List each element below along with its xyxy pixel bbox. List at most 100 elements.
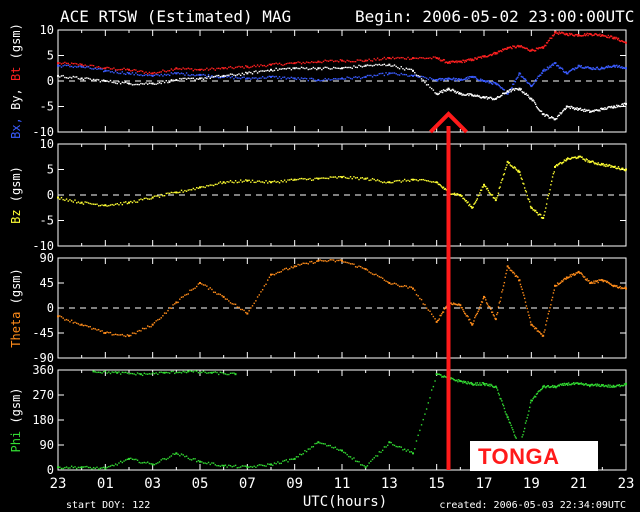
trace-point bbox=[91, 64, 93, 67]
trace-point bbox=[524, 93, 527, 96]
trace-point bbox=[146, 74, 149, 77]
trace-point bbox=[167, 81, 169, 84]
trace-point bbox=[624, 286, 626, 288]
trace-point bbox=[243, 180, 245, 182]
trace-point bbox=[403, 448, 406, 450]
trace-point bbox=[295, 265, 298, 268]
trace-point bbox=[370, 64, 372, 67]
trace-point bbox=[434, 56, 436, 58]
trace-point bbox=[150, 82, 152, 85]
trace-point bbox=[473, 320, 475, 322]
trace-point bbox=[304, 67, 306, 70]
trace-point bbox=[141, 327, 144, 330]
trace-point bbox=[327, 260, 330, 262]
trace-point bbox=[605, 108, 607, 110]
data-point bbox=[542, 216, 545, 219]
data-point bbox=[270, 63, 272, 66]
data-point bbox=[104, 332, 107, 334]
trace-point bbox=[351, 60, 353, 63]
data-point bbox=[92, 370, 95, 373]
trace-point bbox=[557, 65, 560, 67]
trace-point bbox=[410, 58, 413, 60]
trace-point bbox=[600, 278, 603, 281]
trace-point bbox=[602, 280, 604, 283]
trace-point bbox=[529, 321, 532, 323]
trace-point bbox=[463, 78, 466, 81]
trace-point bbox=[569, 158, 572, 160]
trace-point bbox=[202, 69, 205, 71]
trace-point bbox=[130, 334, 132, 337]
trace-point bbox=[493, 51, 495, 54]
trace-point bbox=[334, 67, 337, 69]
trace-point bbox=[572, 157, 574, 159]
trace-point bbox=[150, 198, 152, 200]
trace-point bbox=[322, 260, 325, 262]
data-point bbox=[506, 46, 509, 49]
trace-point bbox=[108, 204, 110, 207]
y-axis-label-part: Bx, bbox=[9, 117, 23, 139]
trace-point bbox=[359, 65, 362, 67]
trace-point bbox=[427, 309, 430, 311]
trace-point bbox=[414, 74, 416, 76]
trace-point bbox=[623, 102, 626, 105]
trace-point bbox=[251, 466, 254, 468]
trace-point bbox=[599, 385, 601, 388]
trace-point bbox=[153, 83, 156, 85]
trace-point bbox=[497, 96, 500, 98]
trace-point bbox=[197, 371, 200, 374]
trace-point bbox=[580, 382, 583, 384]
trace-point bbox=[133, 74, 135, 76]
trace-point bbox=[437, 373, 440, 375]
trace-point bbox=[618, 105, 621, 108]
trace-point bbox=[339, 67, 342, 70]
data-point bbox=[57, 62, 59, 65]
trace-point bbox=[485, 302, 488, 304]
trace-point bbox=[569, 107, 572, 110]
trace-point bbox=[537, 391, 539, 393]
trace-point bbox=[480, 384, 482, 386]
trace-point bbox=[376, 274, 379, 277]
trace-point bbox=[603, 165, 605, 167]
trace-point bbox=[371, 273, 374, 275]
y-axis-label-part: Bz bbox=[9, 209, 23, 223]
data-point bbox=[80, 201, 83, 204]
trace-point bbox=[429, 76, 431, 79]
trace-point bbox=[528, 82, 530, 84]
trace-point bbox=[528, 49, 530, 51]
trace-point bbox=[359, 77, 362, 80]
trace-point bbox=[491, 53, 494, 56]
trace-point bbox=[465, 60, 468, 62]
trace-point bbox=[65, 318, 68, 321]
data-point bbox=[412, 452, 414, 455]
trace-point bbox=[558, 385, 561, 387]
trace-point bbox=[616, 167, 619, 170]
trace-point bbox=[163, 73, 166, 76]
trace-point bbox=[278, 182, 281, 184]
trace-point bbox=[500, 296, 502, 299]
trace-point bbox=[611, 165, 613, 167]
trace-point bbox=[359, 177, 362, 179]
data-point bbox=[613, 105, 616, 108]
trace-point bbox=[189, 74, 191, 77]
trace-point bbox=[177, 68, 179, 70]
trace-point bbox=[492, 196, 495, 199]
trace-point bbox=[611, 35, 613, 38]
trace-point bbox=[588, 160, 590, 162]
trace-point bbox=[212, 184, 215, 187]
tonga-label: TONGA bbox=[478, 444, 560, 469]
trace-point bbox=[375, 455, 377, 457]
trace-point bbox=[353, 76, 355, 79]
trace-point bbox=[82, 78, 85, 81]
trace-point bbox=[440, 185, 442, 187]
trace-point bbox=[243, 309, 245, 312]
trace-point bbox=[419, 297, 421, 300]
trace-point bbox=[622, 40, 624, 43]
trace-point bbox=[121, 68, 124, 71]
trace-point bbox=[106, 80, 108, 82]
trace-point bbox=[234, 303, 237, 306]
trace-point bbox=[383, 63, 386, 65]
trace-point bbox=[387, 73, 389, 76]
trace-point bbox=[302, 178, 304, 180]
trace-point bbox=[407, 287, 409, 289]
trace-point bbox=[295, 67, 298, 69]
